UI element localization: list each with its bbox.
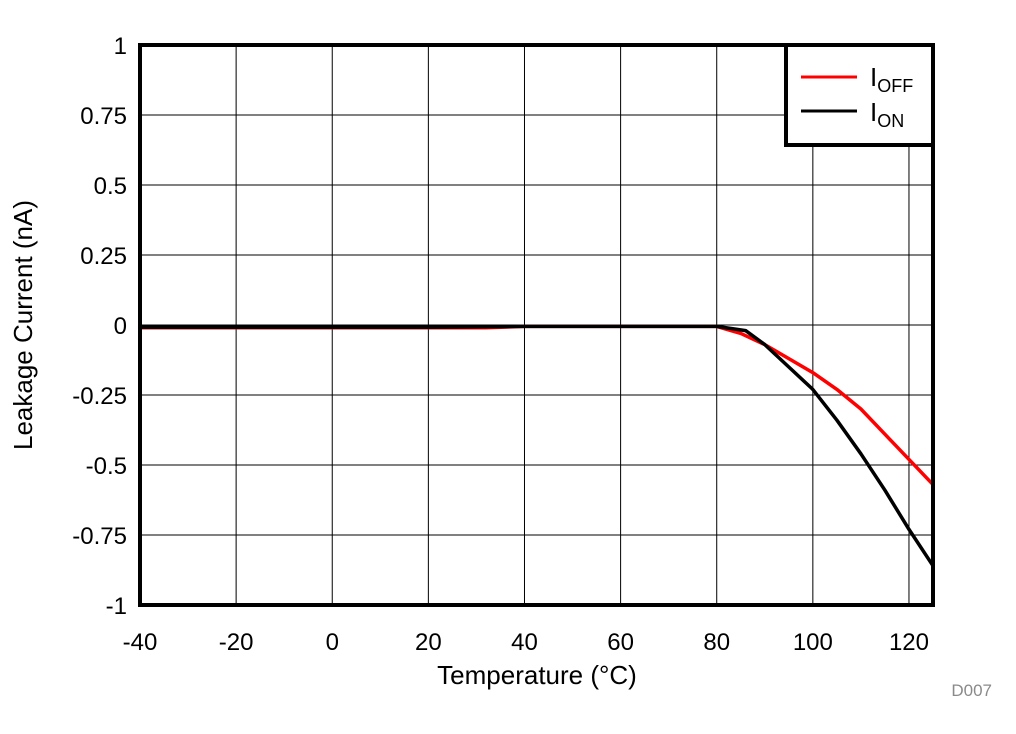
- x-tick-label: 60: [607, 629, 634, 656]
- y-tick-label: -0.25: [72, 383, 127, 410]
- series-line-off: [140, 324, 935, 486]
- y-tick-label: -1: [106, 593, 127, 620]
- series-line-on: [140, 324, 935, 567]
- figure-id: D007: [951, 681, 992, 700]
- y-tick-label: -0.5: [86, 453, 127, 480]
- x-tick-label: 0: [326, 629, 339, 656]
- y-tick-label: 1: [114, 33, 127, 60]
- x-axis-ticks: -40 -20 0 20 40 60 80 100 120: [123, 629, 929, 656]
- data-series: [140, 324, 935, 567]
- legend-box: [784, 43, 935, 147]
- y-axis-ticks: 1 0.75 0.5 0.25 0 -0.25 -0.5 -0.75 -1: [72, 33, 127, 620]
- legend-label-ioff: IOFF: [870, 62, 913, 96]
- x-tick-label: -20: [219, 629, 254, 656]
- legend: IOFF ION: [784, 43, 935, 147]
- x-tick-label: 120: [889, 629, 929, 656]
- x-tick-label: 100: [793, 629, 833, 656]
- x-axis-label: Temperature (°C): [437, 660, 637, 690]
- x-tick-label: 20: [415, 629, 442, 656]
- plot-frame: [138, 43, 935, 607]
- y-tick-label: 0.75: [80, 103, 127, 130]
- x-tick-label: 80: [703, 629, 730, 656]
- y-tick-label: 0.25: [80, 243, 127, 270]
- x-tick-label: -40: [123, 629, 158, 656]
- y-tick-label: 0.5: [94, 173, 127, 200]
- y-tick-label: -0.75: [72, 523, 127, 550]
- y-axis-label: Leakage Current (nA): [8, 200, 38, 450]
- legend-label-ion: ION: [870, 97, 904, 131]
- x-tick-label: 40: [511, 629, 538, 656]
- y-tick-label: 0: [114, 313, 127, 340]
